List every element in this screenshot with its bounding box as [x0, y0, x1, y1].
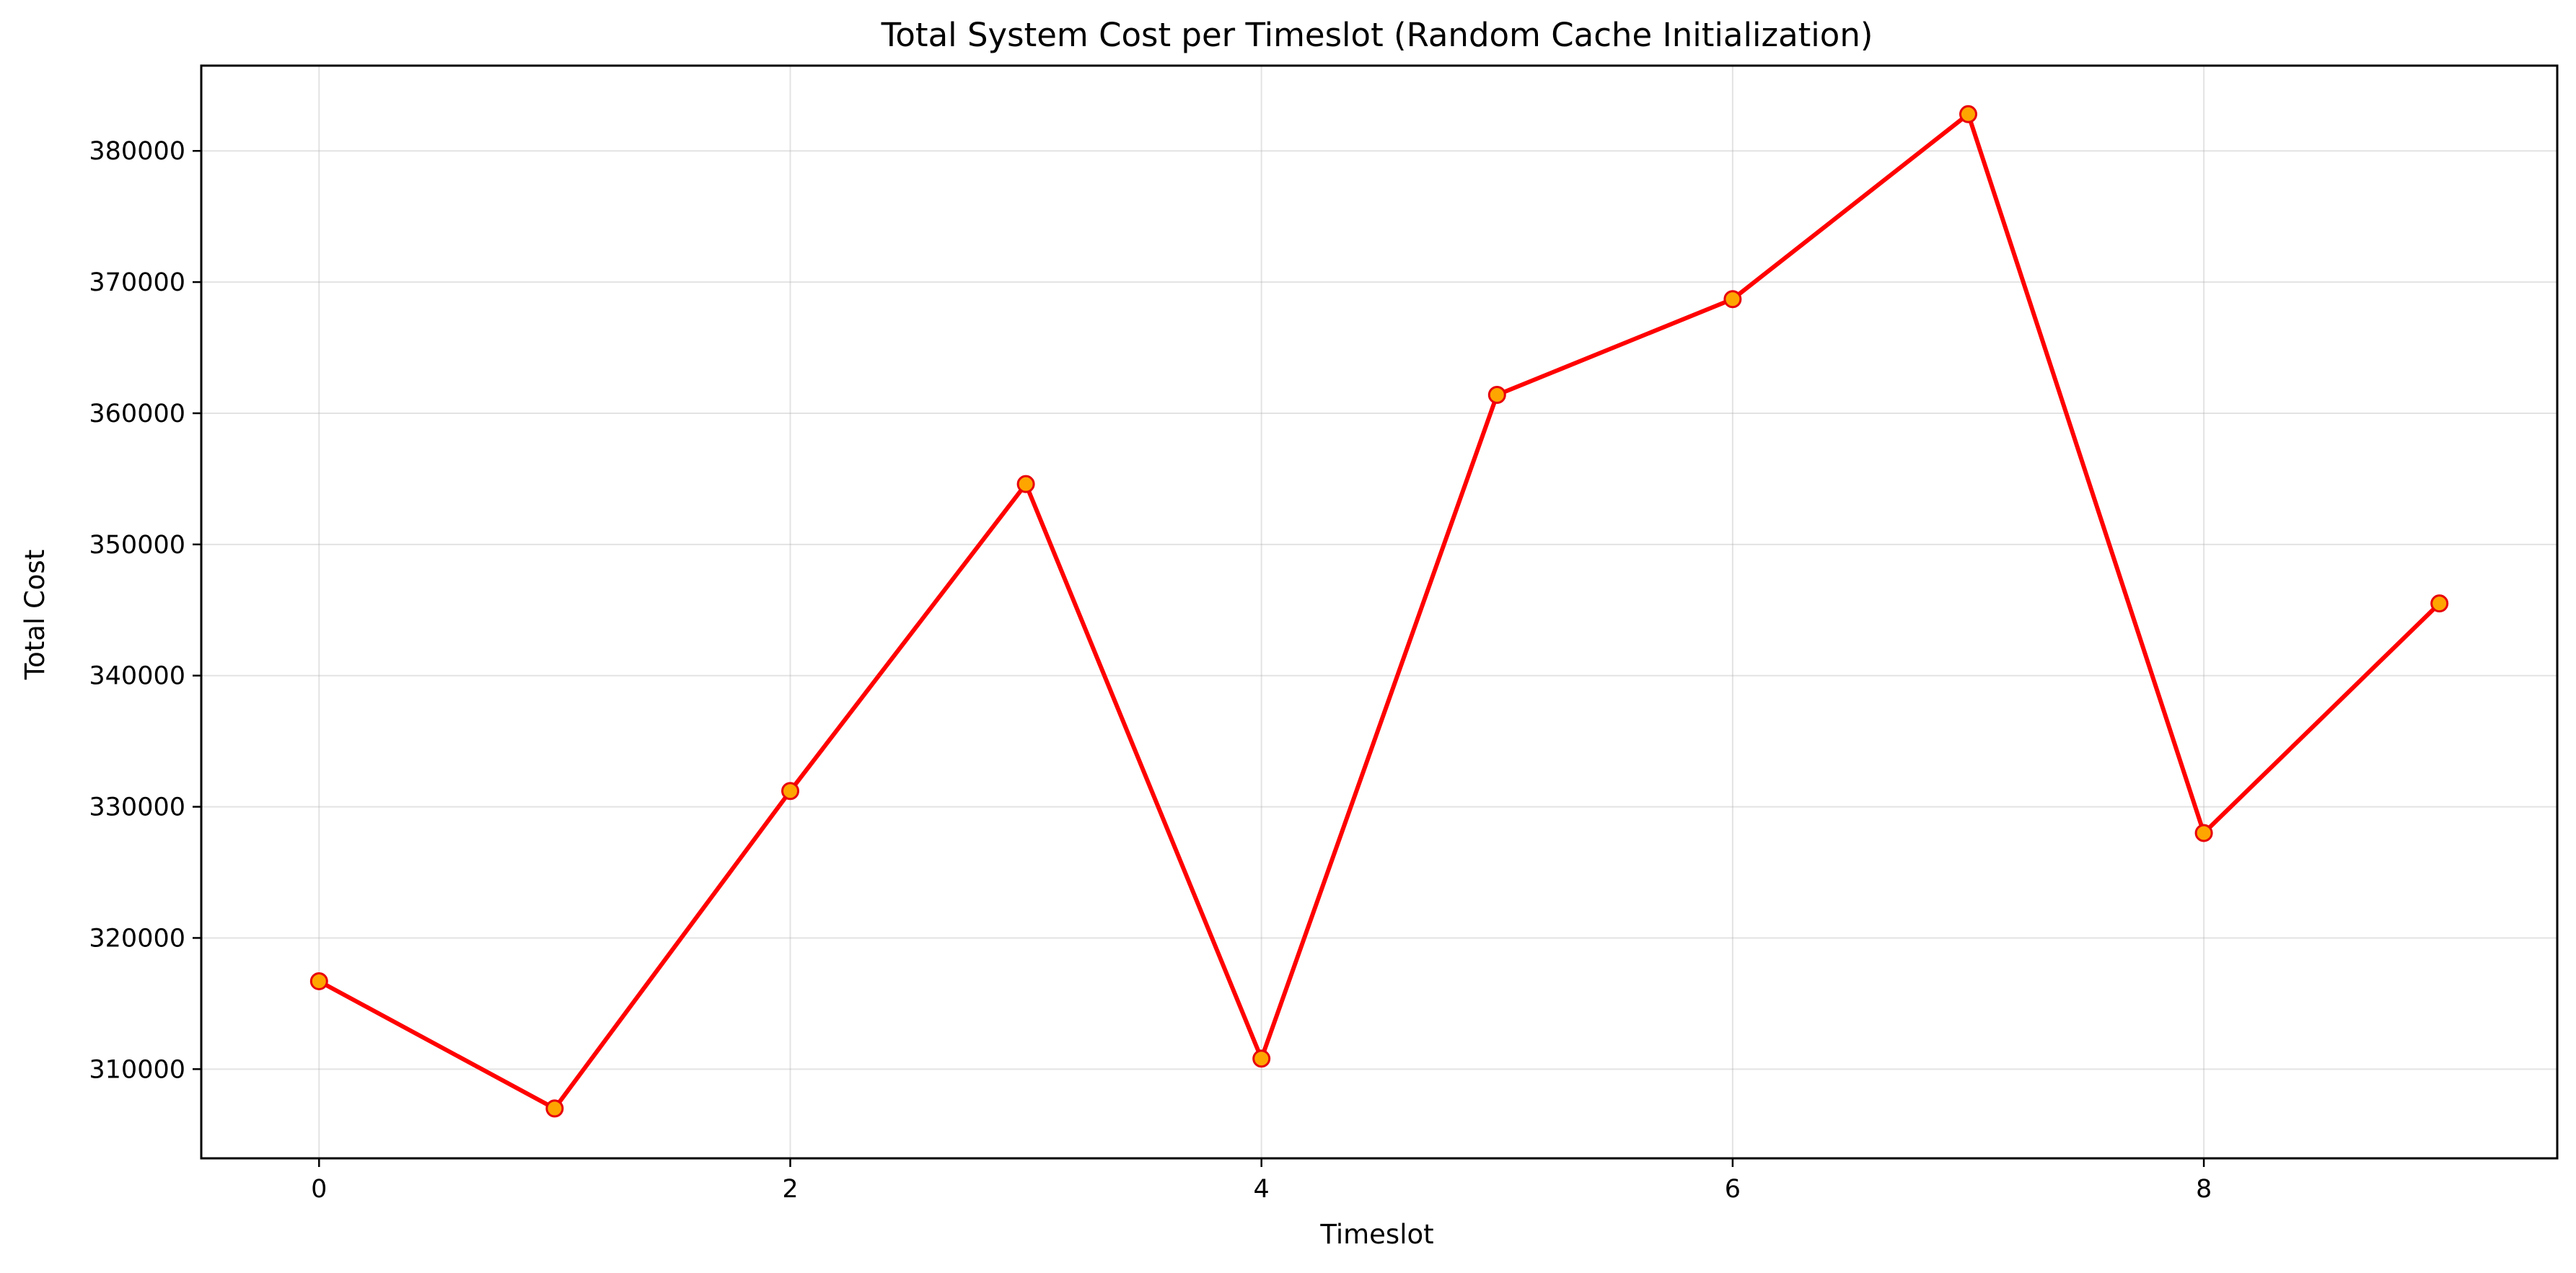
data-point [545, 1099, 564, 1118]
series-line [317, 112, 2442, 1111]
data-point [309, 972, 328, 990]
y-axis-label: Total Cost [19, 550, 50, 680]
data-point [1959, 105, 1977, 123]
series-layer [309, 105, 2449, 1118]
y-tick-label: 340000 [89, 662, 185, 691]
x-tick-label: 2 [782, 1175, 798, 1204]
x-tick-label: 0 [311, 1175, 327, 1204]
x-tick-label: 4 [1254, 1175, 1270, 1204]
plot-frame [200, 64, 2559, 1160]
grid [201, 66, 2557, 1158]
chart-title: Total System Cost per Timeslot (Random C… [881, 16, 1873, 54]
y-tick-label: 350000 [89, 531, 185, 560]
y-tick-label: 310000 [89, 1055, 185, 1084]
data-point [2194, 824, 2213, 842]
data-point [1487, 386, 1506, 405]
data-point [781, 782, 799, 801]
x-tick-label: 8 [2196, 1175, 2212, 1204]
data-point [1016, 475, 1035, 493]
y-tick-label: 330000 [89, 793, 185, 822]
x-tick-label: 6 [1725, 1175, 1741, 1204]
x-axis-label: Timeslot [1319, 1219, 1433, 1250]
y-tick-label: 380000 [89, 137, 185, 166]
y-tick-label: 320000 [89, 924, 185, 953]
y-tick-label: 370000 [89, 268, 185, 297]
data-point [2430, 594, 2449, 613]
y-tick-label: 360000 [89, 400, 185, 428]
data-point [1723, 290, 1742, 309]
axis-ticks: 0 2 4 6 8 310000 320000 330000 340000 350000 36000… [89, 137, 2212, 1204]
data-point [1252, 1049, 1271, 1068]
